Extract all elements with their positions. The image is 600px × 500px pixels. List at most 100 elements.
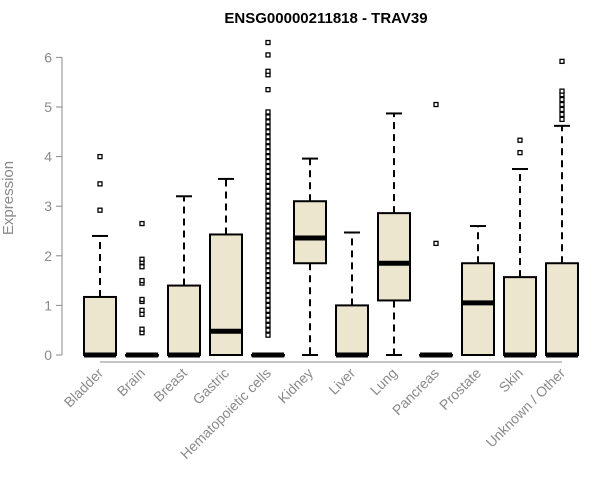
x-tick-label: Liver <box>325 365 358 398</box>
x-tick-label: Unknown / Other <box>483 365 569 451</box>
box-prostate <box>461 225 495 356</box>
box-body <box>377 212 411 302</box>
y-tick-label: 3 <box>44 198 52 214</box>
outlier-point <box>265 109 271 115</box>
box-unknown-other <box>545 58 579 358</box>
outlier-point <box>265 129 271 135</box>
outlier-point <box>265 148 271 155</box>
outlier-point <box>265 218 271 224</box>
y-tick-label: 0 <box>44 347 52 363</box>
outlier-point <box>559 96 565 103</box>
outlier-point <box>265 312 271 318</box>
outlier-point <box>559 88 565 94</box>
outlier-point <box>139 220 145 227</box>
outlier-point <box>265 317 271 323</box>
outlier-point <box>265 203 271 209</box>
outlier-point <box>265 327 271 333</box>
outlier-point <box>265 188 271 194</box>
outlier-point <box>265 258 271 264</box>
outlier-point <box>559 101 565 108</box>
box-skin <box>503 137 537 358</box>
box-breast <box>167 195 201 358</box>
outlier-point <box>265 302 271 309</box>
box-body <box>545 262 579 356</box>
box-series <box>83 39 579 358</box>
box-kidney <box>293 157 327 356</box>
outlier-point <box>265 268 271 274</box>
outlier-point <box>265 233 271 239</box>
outlier-point <box>265 119 271 125</box>
y-tick-label: 6 <box>44 49 52 65</box>
outlier-point <box>139 296 145 303</box>
outlier-point <box>265 253 271 259</box>
outlier-point <box>265 144 271 150</box>
outlier-point <box>97 153 103 160</box>
box-body <box>293 200 327 265</box>
outlier-point <box>97 207 103 213</box>
box-gastric <box>209 177 243 356</box>
chart-title: ENSG00000211818 - TRAV39 <box>224 10 427 27</box>
outlier-point <box>559 116 565 123</box>
outlier-point <box>139 277 145 284</box>
outlier-point <box>265 134 271 140</box>
outlier-point <box>265 243 271 249</box>
outlier-point <box>265 178 271 185</box>
outlier-point <box>265 153 271 160</box>
outlier-point <box>559 106 565 113</box>
outlier-point <box>265 193 271 199</box>
outlier-point <box>265 277 271 284</box>
outlier-point <box>265 307 271 314</box>
outlier-point <box>265 39 271 46</box>
outlier-point <box>559 111 565 118</box>
outlier-point <box>265 297 271 304</box>
outlier-point <box>265 263 271 269</box>
outlier-point <box>139 256 145 262</box>
outlier-point <box>517 137 523 143</box>
box-brain <box>125 220 159 358</box>
box-body <box>461 262 495 356</box>
outlier-point <box>265 208 271 214</box>
outlier-point <box>559 58 565 65</box>
y-tick-label: 5 <box>44 99 52 115</box>
box-bladder <box>83 153 117 358</box>
box-lung <box>377 112 411 356</box>
y-tick-label: 1 <box>44 297 52 313</box>
outlier-point <box>139 326 145 332</box>
outlier-point <box>265 168 271 175</box>
outlier-point <box>517 149 523 156</box>
outlier-point <box>265 292 271 299</box>
outlier-point <box>265 223 271 229</box>
outlier-point <box>433 240 439 247</box>
outlier-point <box>265 163 271 170</box>
outlier-point <box>265 183 271 190</box>
x-tick-label: Pancreas <box>389 365 442 418</box>
outlier-point <box>433 101 439 108</box>
box-body <box>503 276 537 356</box>
x-tick-label: Bladder <box>61 365 107 411</box>
x-tick-label: Prostate <box>436 365 484 413</box>
outlier-point <box>139 307 145 314</box>
box-body <box>83 295 117 356</box>
outlier-point <box>265 198 271 204</box>
outlier-point <box>265 322 271 328</box>
outlier-point <box>265 213 271 219</box>
x-tick-label: Brain <box>114 365 148 399</box>
outlier-point <box>265 272 271 279</box>
y-axis: 0 1 2 3 4 5 6 <box>44 49 63 363</box>
outlier-point <box>265 139 271 145</box>
outlier-point <box>265 228 271 234</box>
outlier-point <box>265 282 271 289</box>
outlier-point <box>265 68 271 74</box>
outlier-point <box>265 332 271 338</box>
box-body <box>335 304 369 356</box>
box-pancreas <box>419 101 453 358</box>
outlier-point <box>265 238 271 244</box>
box-body <box>209 233 243 356</box>
outlier-point <box>265 52 271 58</box>
outlier-point <box>265 124 271 130</box>
outlier-point <box>265 86 271 93</box>
outlier-point <box>265 158 271 165</box>
x-tick-label: Breast <box>150 365 190 405</box>
